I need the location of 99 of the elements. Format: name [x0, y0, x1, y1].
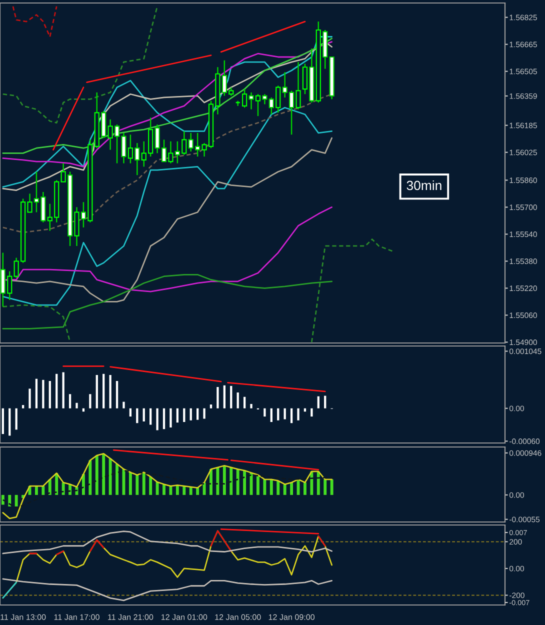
bar	[202, 482, 206, 495]
bar	[236, 392, 239, 408]
bar	[210, 469, 212, 495]
bar	[48, 479, 52, 495]
bar	[250, 404, 252, 408]
candlestick	[0, 252, 6, 308]
bar	[310, 408, 313, 417]
x-tick-label: 12 Jan 01:00	[161, 614, 208, 620]
x-tick-label: 11 Jan 21:00	[108, 614, 154, 620]
bar	[96, 374, 98, 408]
bar	[102, 374, 105, 408]
bar	[15, 408, 18, 430]
bar	[243, 470, 246, 495]
candlestick	[80, 201, 86, 228]
bar	[176, 408, 179, 423]
bar	[196, 488, 200, 495]
bar	[223, 385, 226, 408]
bar	[324, 396, 326, 408]
bar	[170, 408, 172, 428]
bar	[8, 408, 11, 436]
bar	[276, 480, 280, 495]
bar	[283, 484, 286, 495]
bar	[95, 455, 98, 495]
bar	[142, 472, 146, 495]
bar	[230, 467, 233, 495]
bar	[2, 408, 4, 434]
annotation: 30min	[406, 180, 442, 190]
bar	[176, 485, 179, 495]
x-tick-label: 12 Jan 05:00	[215, 614, 261, 620]
bar	[89, 394, 92, 408]
bar	[270, 408, 272, 422]
bar	[88, 460, 92, 495]
bar	[263, 479, 266, 495]
bar	[28, 388, 31, 408]
bar	[116, 380, 118, 408]
bar	[270, 479, 273, 495]
bar	[216, 387, 219, 408]
bar	[128, 472, 132, 495]
bar	[102, 454, 106, 495]
bar	[122, 402, 125, 408]
bar	[48, 380, 51, 408]
bar	[8, 494, 12, 506]
candlestick	[101, 110, 106, 139]
bar	[264, 408, 266, 417]
bar	[290, 482, 294, 495]
bar	[149, 476, 152, 495]
bar	[68, 394, 72, 408]
bar	[35, 378, 38, 408]
x-tick-label: 12 Jan 09:00	[268, 614, 315, 620]
bar	[290, 408, 293, 424]
bar	[62, 372, 64, 408]
bar	[203, 408, 206, 419]
bar	[129, 408, 132, 417]
candlestick	[248, 92, 254, 110]
bar	[76, 402, 78, 408]
bar	[142, 408, 145, 422]
bar	[156, 408, 158, 430]
bar	[189, 486, 192, 495]
bar	[330, 479, 334, 495]
bar	[150, 408, 152, 425]
bar	[303, 482, 306, 495]
candlestick	[222, 60, 227, 96]
bar	[222, 466, 226, 495]
bar	[109, 374, 112, 408]
bar	[136, 408, 138, 424]
bar	[116, 464, 118, 495]
bar	[183, 408, 186, 422]
bar	[317, 396, 320, 408]
bar	[56, 374, 58, 408]
bar	[136, 474, 139, 495]
bar	[169, 486, 172, 495]
bar	[14, 494, 18, 506]
bar	[236, 469, 240, 495]
bar	[108, 458, 112, 495]
bar	[1, 494, 4, 505]
bar	[216, 467, 220, 495]
bar	[256, 474, 260, 495]
bar	[182, 486, 186, 495]
bar	[230, 386, 232, 408]
bar	[162, 484, 166, 495]
bar	[156, 482, 159, 495]
x-tick-label: 11 Jan 13:00	[0, 614, 46, 620]
bar	[210, 404, 212, 408]
bar	[22, 405, 24, 408]
bar	[196, 408, 199, 420]
bar	[277, 408, 280, 420]
bar	[42, 380, 44, 408]
bar	[284, 408, 286, 420]
bar	[162, 408, 166, 430]
candlestick	[174, 140, 180, 164]
bar	[243, 396, 246, 408]
x-tick-label: 11 Jan 17:00	[54, 614, 100, 620]
bar	[190, 408, 192, 420]
bar	[324, 479, 327, 495]
candlestick	[134, 142, 140, 176]
bar	[34, 486, 38, 495]
bar	[42, 486, 45, 495]
line-series	[2, 452, 333, 520]
bar	[297, 408, 300, 420]
